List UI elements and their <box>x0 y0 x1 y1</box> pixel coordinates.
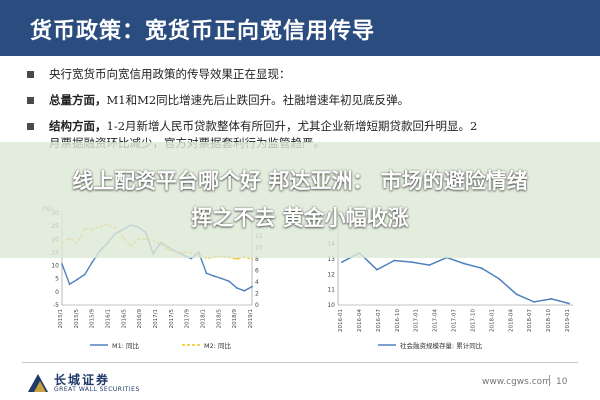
data-point-m1 <box>235 287 238 289</box>
x-tick-label: 2018-04 <box>508 309 514 332</box>
data-point-social-financing <box>550 297 553 300</box>
x-tick-label: 2016-10 <box>395 309 401 332</box>
data-point-m1 <box>243 289 246 292</box>
y-right-tick-label: 4 <box>255 279 259 286</box>
data-point-m1 <box>213 275 215 277</box>
y-tick-label: 10 <box>327 302 335 309</box>
data-point-social-financing <box>428 264 431 267</box>
headline-line-1: 线上配资平台哪个好 邦达亚洲： 市场的避险情绪 <box>72 169 528 193</box>
x-tick-label: 2018-07 <box>527 309 533 332</box>
data-point-social-financing <box>463 262 466 265</box>
logo-text-cn: 长城证券 <box>54 373 111 387</box>
x-tick-label: 2017-01 <box>414 309 420 332</box>
legend-label: 社会融资规模存量: 累计同比 <box>400 341 483 350</box>
y-left-tick-label: 10 <box>51 263 59 270</box>
data-point-social-financing <box>533 301 535 303</box>
data-point-m1 <box>76 278 79 281</box>
x-tick-label: 2017-10 <box>470 309 476 332</box>
x-tick-label: 2018/5 <box>216 309 222 329</box>
data-point-social-financing <box>498 278 501 280</box>
x-tick-label: 2015/9 <box>90 309 96 329</box>
y-right-tick-label: 6 <box>255 268 259 275</box>
page-number: 10 <box>556 377 568 387</box>
bullet-list: 央行宽货币向宽信用政策的传导效果正在显现： 总量方面，M1和M2同比增速先后止跌… <box>25 66 585 161</box>
great-wall-logo-icon <box>28 374 48 392</box>
bullet-text: 1-2月新增人民币贷款整体有所回升，尤其企业新增短期贷款回升明显。2 <box>106 119 478 133</box>
data-point-social-financing <box>480 267 483 270</box>
x-tick-label: 2019-01 <box>565 309 571 332</box>
x-tick-label: 2018/1 <box>201 309 207 328</box>
legend-label: M2: 同比 <box>204 341 231 350</box>
x-tick-label: 2016-04 <box>357 309 363 332</box>
data-point-m1 <box>91 260 94 263</box>
y-tick-label: 12 <box>327 271 335 278</box>
x-tick-label: 2018-01 <box>489 309 495 332</box>
data-point-m1 <box>205 272 208 275</box>
y-tick-label: 13 <box>327 256 335 263</box>
y-left-tick-label: 0 <box>55 289 59 296</box>
x-tick-label: 2015/1 <box>58 309 64 328</box>
bullet-text: 央行宽货币向宽信用政策的传导效果正在显现： <box>49 67 291 81</box>
social-financing-chart: 161514131211102016-012016-042016-072016-… <box>318 205 580 355</box>
logo-text-en: GREAT WALL SECURITIES <box>54 386 140 393</box>
data-point-m1 <box>251 285 253 288</box>
bullet-square-icon <box>27 71 34 78</box>
x-tick-label: 2016/9 <box>137 309 143 329</box>
y-right-tick-label: 0 <box>255 302 259 309</box>
x-tick-label: 2018-10 <box>546 309 552 332</box>
x-tick-label: 2017/5 <box>169 309 175 329</box>
y-right-tick-label: 2 <box>255 291 259 298</box>
footer-separator <box>549 375 550 386</box>
y-left-tick-label: -5 <box>53 302 59 309</box>
data-point-m1 <box>68 283 71 286</box>
data-point-m1 <box>61 263 63 265</box>
x-tick-label: 2017/9 <box>185 309 191 329</box>
series-line-social-financing <box>341 251 570 305</box>
x-tick-label: 2018/9 <box>232 309 238 329</box>
headline-line-2: 挥之不去 黄金小幅收涨 <box>191 206 409 230</box>
data-point-m2 <box>235 258 238 260</box>
data-point-m1 <box>220 277 223 280</box>
footer-divider <box>22 362 578 363</box>
x-tick-label: 2017-04 <box>433 309 439 332</box>
slide-header: 货币政策：宽货币正向宽信用传导 <box>0 0 600 56</box>
x-tick-label: 2019/1 <box>248 309 254 328</box>
y-tick-label: 11 <box>327 287 335 294</box>
bullet-item: 总量方面，M1和M2同比增速先后止跌回升。社融增速年初见底反弹。 <box>25 92 585 109</box>
x-tick-label: 2017/1 <box>153 309 159 328</box>
x-tick-label: 2015/5 <box>74 309 80 329</box>
footer-website: www.cgws.com <box>482 377 551 387</box>
data-point-social-financing <box>376 268 378 271</box>
slide-title: 货币政策：宽货币正向宽信用传导 <box>30 19 376 44</box>
y-left-tick-label: 5 <box>55 276 59 283</box>
bullet-text: M1和M2同比增速先后止跌回升。社融增速年初见底反弹。 <box>106 93 410 107</box>
data-point-social-financing <box>410 261 413 263</box>
data-point-social-financing <box>341 261 343 263</box>
data-point-m1 <box>83 273 86 276</box>
legend-label: M1: 同比 <box>112 341 139 350</box>
data-point-m1 <box>228 280 231 283</box>
bullet-item: 央行宽货币向宽信用政策的传导效果正在显现： <box>25 66 585 83</box>
data-point-social-financing <box>568 302 570 305</box>
social-financing-chart-svg: 161514131211102016-012016-042016-072016-… <box>327 210 573 350</box>
data-point-social-financing <box>515 293 518 296</box>
data-point-m1 <box>190 257 193 260</box>
x-tick-label: 2016-01 <box>338 309 344 332</box>
x-tick-label: 2017-07 <box>452 309 458 332</box>
data-point-m2 <box>251 258 253 260</box>
data-point-social-financing <box>393 259 396 262</box>
y-right-tick-label: 8 <box>255 256 259 263</box>
bullet-bold-lead: 总量方面， <box>49 93 107 107</box>
x-tick-label: 2016-07 <box>376 309 382 332</box>
x-tick-label: 2016/1 <box>106 309 112 328</box>
headline-overlay-band <box>0 142 600 258</box>
x-tick-label: 2016/5 <box>121 309 127 329</box>
bullet-square-icon <box>27 123 34 130</box>
bullet-bold-lead: 结构方面， <box>49 119 107 133</box>
bullet-square-icon <box>27 97 34 104</box>
